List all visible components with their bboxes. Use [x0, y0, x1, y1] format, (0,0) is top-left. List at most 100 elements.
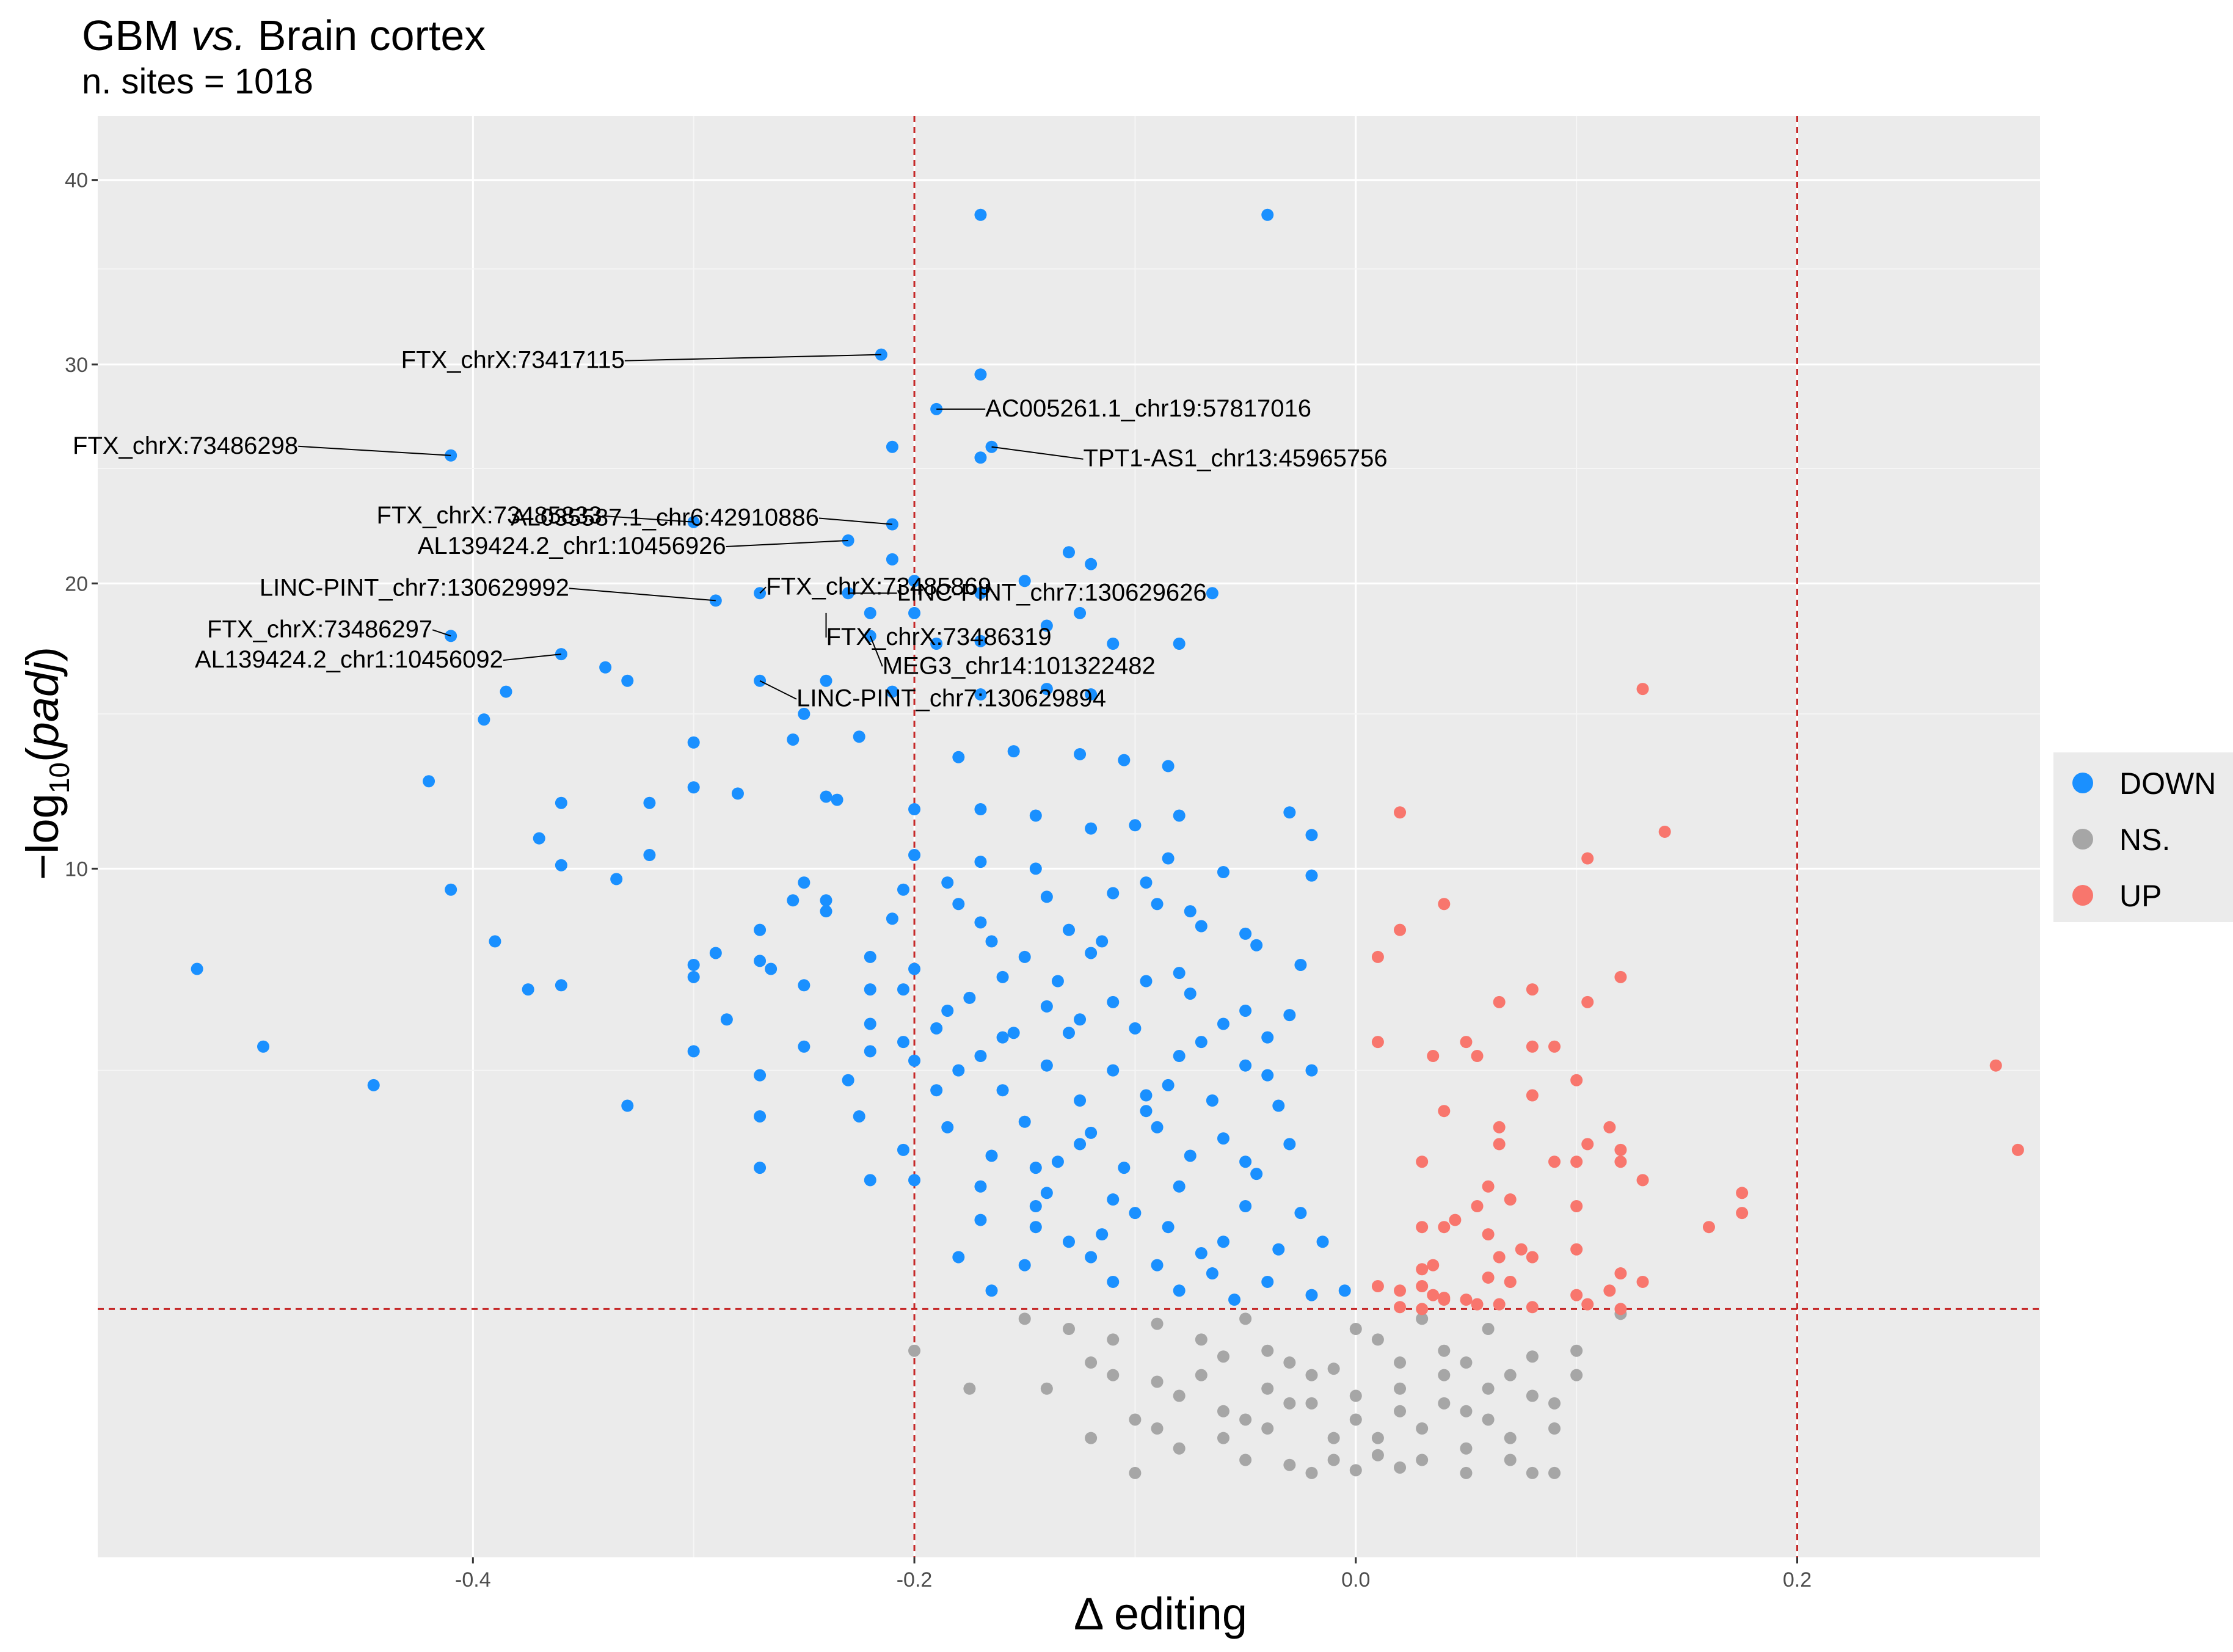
point-ns [1129, 1413, 1142, 1426]
point-up [1394, 806, 1407, 819]
point-up [1636, 1275, 1649, 1288]
point-up [1581, 1298, 1594, 1311]
point-ns [1239, 1312, 1252, 1325]
y-tick-label: 10 [65, 857, 88, 881]
annotation-label: FTX_chrX:73486298 [73, 432, 298, 459]
point-down [908, 1174, 921, 1187]
point-down [754, 1110, 767, 1123]
point-ns [1416, 1422, 1429, 1435]
point-down [853, 1110, 865, 1123]
point-down [1272, 1099, 1285, 1112]
point-down [1228, 1294, 1241, 1306]
point-up [1614, 1267, 1627, 1280]
point-down [1316, 1235, 1329, 1248]
point-up [1736, 1207, 1749, 1220]
point-down [1107, 638, 1120, 650]
point-down [952, 751, 965, 763]
y-tick-label: 40 [65, 169, 88, 192]
point-down [1206, 1267, 1218, 1280]
point-down [1085, 688, 1098, 701]
point-up [1482, 1180, 1495, 1193]
point-down [941, 876, 954, 889]
point-down [1063, 1027, 1075, 1039]
point-ns [1548, 1466, 1561, 1479]
point-down [1217, 1235, 1229, 1248]
point-down [1283, 1009, 1296, 1022]
annotation-label: FTX_chrX:73486319 [826, 624, 1052, 650]
point-down [886, 553, 898, 566]
point-down [974, 451, 987, 464]
point-up [1570, 1074, 1583, 1086]
plot-panel [98, 116, 2040, 1557]
y-tick-label: 30 [65, 354, 88, 377]
point-down [1096, 1228, 1109, 1241]
point-down [1107, 1193, 1120, 1206]
point-up [1526, 1040, 1539, 1053]
point-ns [1261, 1382, 1274, 1395]
point-up [1416, 1263, 1429, 1276]
point-down [1184, 905, 1197, 918]
point-ns [1526, 1389, 1539, 1402]
point-up [1471, 1298, 1484, 1311]
point-down [191, 962, 203, 975]
point-ns [1040, 1382, 1053, 1395]
point-down [731, 787, 744, 800]
annotation-label: FTX_chrX:73485869 [766, 573, 991, 600]
point-down [974, 1214, 987, 1226]
point-ns [1394, 1405, 1407, 1417]
point-down [1107, 887, 1120, 900]
point-down [1206, 1094, 1218, 1107]
point-up [1438, 1105, 1451, 1118]
point-down [1184, 987, 1197, 1000]
point-down [1040, 619, 1053, 632]
point-down [1085, 947, 1098, 959]
point-down [1261, 1069, 1274, 1082]
x-tick-label: -0.2 [897, 1568, 933, 1592]
point-down [1029, 809, 1042, 822]
point-ns [1283, 1397, 1296, 1410]
point-down [1007, 1027, 1020, 1039]
point-down [1096, 935, 1109, 948]
point-down [1305, 1064, 1318, 1077]
point-ns [1416, 1312, 1429, 1325]
point-up [1493, 1138, 1506, 1151]
point-down [1074, 1013, 1087, 1026]
point-down [1029, 1221, 1042, 1234]
point-down [941, 1121, 954, 1133]
point-up [1371, 1280, 1384, 1293]
legend-key-ns [2072, 829, 2093, 850]
point-down [621, 674, 634, 687]
point-down [1250, 939, 1263, 952]
point-down [1239, 1200, 1252, 1213]
point-down [1029, 1162, 1042, 1174]
point-ns [1327, 1454, 1340, 1466]
point-down [1040, 890, 1053, 903]
point-ns [1085, 1356, 1098, 1369]
point-down [1151, 1259, 1164, 1272]
legend-key-up [2072, 885, 2093, 906]
point-ns [1261, 1344, 1274, 1357]
point-up [1603, 1284, 1616, 1297]
point-down [897, 983, 909, 996]
point-up [1570, 1243, 1583, 1256]
point-up [1504, 1275, 1517, 1288]
point-down [952, 1064, 965, 1077]
point-down [864, 1174, 876, 1187]
point-down [1040, 1059, 1053, 1072]
annotation-leader [432, 629, 451, 637]
point-down [687, 1045, 700, 1058]
point-down [1162, 852, 1175, 865]
point-ns [1371, 1333, 1384, 1346]
point-ns [1151, 1317, 1164, 1330]
point-ns [1526, 1350, 1539, 1363]
chart-subtitle: n. sites = 1018 [82, 62, 313, 101]
point-ns [1504, 1432, 1517, 1444]
point-ns [1305, 1397, 1318, 1410]
point-down [1173, 967, 1186, 980]
x-tick-label: -0.4 [455, 1568, 491, 1592]
chart-title: GBM vs. Brain cortex [82, 12, 486, 59]
point-down [941, 1004, 954, 1017]
point-ns [1327, 1363, 1340, 1375]
point-down [754, 923, 767, 936]
